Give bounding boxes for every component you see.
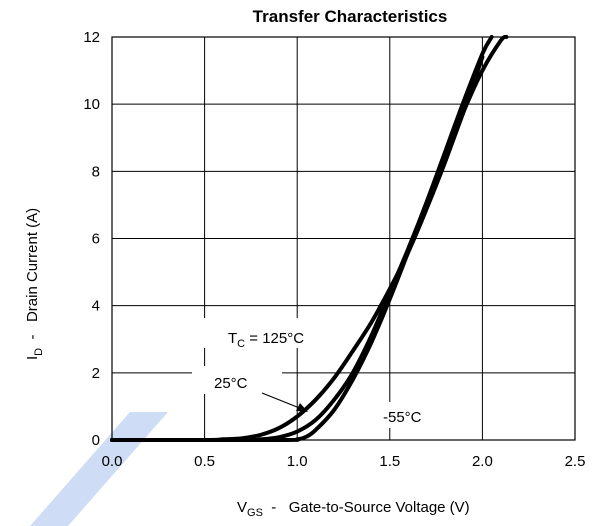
x-axis-label-subscript: GS <box>247 507 263 519</box>
y-tick-label: 4 <box>92 298 100 315</box>
y-tick-label: 6 <box>92 231 100 248</box>
grid-layer <box>111 36 576 441</box>
curve-minus-55c <box>110 34 509 443</box>
annotation-25c: 25°C <box>214 375 248 392</box>
x-tick-label: 1.5 <box>379 453 400 470</box>
y-axis-label-i: I <box>24 356 41 360</box>
x-tick-label: 0.5 <box>194 453 215 470</box>
x-tick-label: 2.5 <box>565 453 586 470</box>
y-tick-label: 2 <box>92 365 100 382</box>
x-tick-labels: 0.0 0.5 1.0 1.5 2.0 2.5 <box>102 453 586 470</box>
y-tick-labels: 0 2 4 6 8 10 12 <box>83 29 100 449</box>
annotation-tc-t: T <box>228 330 237 347</box>
x-tick-label: 2.0 <box>472 453 493 470</box>
plot-frame <box>111 36 576 441</box>
x-tick-label: 1.0 <box>287 453 308 470</box>
annotation-25c-arrow-line <box>261 392 303 410</box>
annotation-tc-subscript: C <box>237 338 245 350</box>
x-tick-label: 0.0 <box>102 453 123 470</box>
y-tick-label: 10 <box>83 96 100 113</box>
x-axis-label-v: V <box>237 499 247 516</box>
watermark-stripe <box>30 412 168 526</box>
annotation-tc-rest: = 125°C <box>245 330 304 347</box>
y-tick-label: 8 <box>92 163 100 180</box>
annotation-tc-125: TC = 125°C <box>228 330 304 350</box>
x-axis-label-rest: - Gate-to-Source Voltage (V) <box>263 499 470 516</box>
chart-title: Transfer Characteristics <box>253 7 448 26</box>
x-axis-label: VGS - Gate-to-Source Voltage (V) <box>237 499 470 519</box>
label-25-background <box>192 366 282 394</box>
label-m55-background <box>378 402 444 428</box>
curve-layer <box>110 34 509 443</box>
annotation-m55c: -55°C <box>383 409 422 426</box>
y-axis-label-subscript: D <box>33 348 45 356</box>
y-axis-label: ID - Drain Current (A) <box>24 208 45 360</box>
y-tick-label: 0 <box>92 432 100 449</box>
y-axis-label-rest: - Drain Current (A) <box>24 208 41 348</box>
y-tick-label: 12 <box>83 29 100 46</box>
tc-label-background <box>190 318 340 348</box>
annotation-25c-arrowhead <box>296 403 308 412</box>
